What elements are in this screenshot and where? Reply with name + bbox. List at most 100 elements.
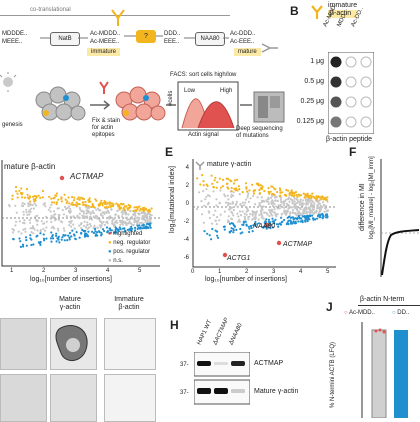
scatter-point xyxy=(72,203,75,206)
scatter-point xyxy=(285,213,288,216)
scatter-point xyxy=(63,239,66,242)
scatter-point xyxy=(135,206,138,209)
scatter-point xyxy=(287,219,290,222)
scatter-point xyxy=(244,220,247,223)
panel-a: co-translational MDDDE.. MEEE.. NatB Ac-M… xyxy=(0,2,280,62)
scatter-point xyxy=(243,218,247,221)
scatter-point xyxy=(255,210,259,213)
scatter-point xyxy=(243,204,246,207)
scatter-point xyxy=(127,213,130,216)
scatter-point xyxy=(96,226,99,229)
scatter-point xyxy=(310,202,313,205)
scatter-point xyxy=(147,226,150,229)
scatter-point xyxy=(219,213,222,216)
flow-actin-signal: Actin signal xyxy=(188,132,219,138)
seq-mature: Ac-DDD.. Ac-EEE.. xyxy=(230,31,256,45)
gene-label-actg1: ACTG1 xyxy=(227,255,251,262)
scatter-point xyxy=(202,221,205,224)
row-label: 1 μg xyxy=(310,58,324,65)
scatter-point xyxy=(208,195,211,198)
highlighted-point xyxy=(59,175,65,181)
scatter-point xyxy=(48,195,51,198)
scatter-point xyxy=(94,230,97,233)
scatter-point xyxy=(270,212,273,216)
scatter-point xyxy=(282,200,285,203)
scatter-point xyxy=(277,223,280,226)
scatter-point xyxy=(39,243,42,246)
scatter-point xyxy=(214,176,217,179)
scatter-point xyxy=(107,211,111,214)
scatter-point xyxy=(32,207,36,210)
scatter-point xyxy=(248,230,251,234)
scatter-point xyxy=(78,206,81,209)
scatter-point xyxy=(142,227,145,230)
scatter-point xyxy=(63,193,66,196)
scatter-point xyxy=(237,185,240,188)
scatter-point xyxy=(251,214,254,217)
scatter-point xyxy=(50,231,53,234)
scatter-point xyxy=(234,189,237,192)
scatter-point xyxy=(212,185,215,189)
scatter-point xyxy=(319,208,322,211)
scatter-point xyxy=(291,192,294,195)
scatter-point xyxy=(99,201,102,204)
scatter-point xyxy=(230,210,233,213)
scatter-point xyxy=(283,211,286,214)
scatter-point xyxy=(201,174,204,177)
scatter-point xyxy=(103,200,106,203)
scatter-point xyxy=(148,220,151,223)
panel-letter-j: J xyxy=(326,300,333,314)
scatter-point xyxy=(249,213,252,216)
scatter-point xyxy=(109,202,112,205)
scatter-point xyxy=(236,205,239,208)
scatter-point xyxy=(303,196,306,199)
scatter-point xyxy=(70,219,73,222)
scatter-point xyxy=(24,236,28,239)
band-label-actmap: ACTMAP xyxy=(254,360,284,367)
scatter-point xyxy=(64,198,67,201)
scatter-point xyxy=(91,230,94,233)
scatter-point xyxy=(213,179,216,182)
scatter-point xyxy=(15,211,18,214)
scatter-point xyxy=(244,182,248,185)
scatter-point xyxy=(256,196,259,199)
scatter-point xyxy=(121,220,124,223)
scatter-point xyxy=(239,202,242,206)
scatter-point xyxy=(265,218,268,221)
scatter-point xyxy=(134,229,137,232)
scatter-point xyxy=(326,196,329,199)
scatter-point xyxy=(246,196,249,199)
scatter-point xyxy=(250,226,253,230)
scatter-point xyxy=(19,240,22,243)
scatter-point xyxy=(247,200,250,203)
scatter-point xyxy=(300,203,303,206)
scatter-point xyxy=(111,222,114,225)
scatter-point xyxy=(130,215,133,218)
scatter-point xyxy=(294,207,297,210)
scatter-point xyxy=(313,202,316,205)
scatter-point xyxy=(90,218,93,221)
scatter-point xyxy=(281,191,284,194)
scatter-point xyxy=(280,212,284,215)
scatter-point xyxy=(321,206,324,209)
scatter-point xyxy=(116,209,119,212)
scatter-point xyxy=(227,215,230,218)
scatter-point xyxy=(66,200,69,203)
panel-e-title: mature γ-actin xyxy=(207,161,252,168)
panel-e-xlabel: log₁₀[number of insertions] xyxy=(205,276,287,283)
panel-e: E log₂[mutational index] mature γ-actin … xyxy=(165,145,340,285)
panel-letter-b: B xyxy=(290,4,299,18)
scatter-point xyxy=(225,182,228,185)
scatter-point xyxy=(287,207,290,210)
scatter-point xyxy=(311,214,314,217)
scatter-point xyxy=(318,199,321,202)
legend-neg: ● neg. regulator xyxy=(108,240,151,246)
scatter-point xyxy=(260,210,263,213)
scatter-point xyxy=(68,202,71,205)
scatter-point xyxy=(121,215,124,218)
scatter-point xyxy=(207,194,210,197)
scatter-point xyxy=(268,211,272,214)
scatter-point xyxy=(262,205,265,208)
scatter-point xyxy=(289,222,293,225)
dot-blot xyxy=(328,52,374,134)
